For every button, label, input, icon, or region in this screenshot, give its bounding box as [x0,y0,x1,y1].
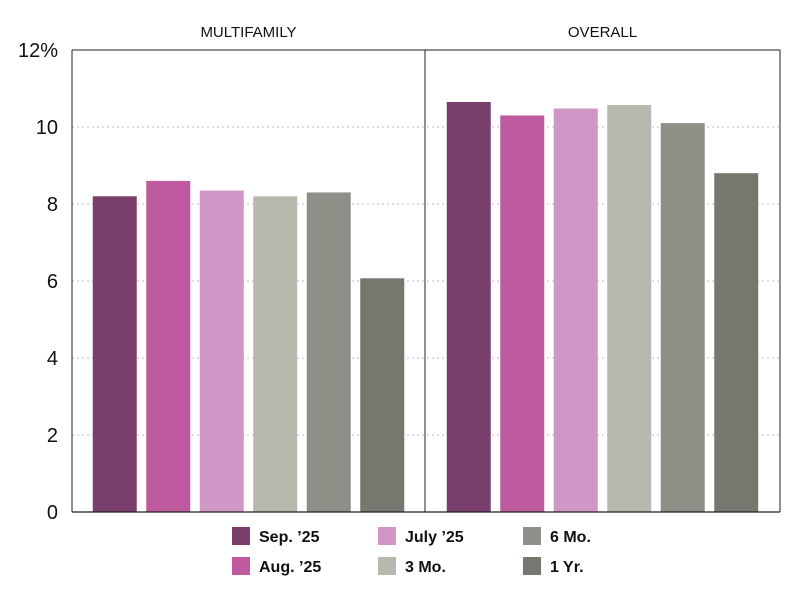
legend-swatch [378,557,396,575]
legend-swatch [523,527,541,545]
bar [553,108,598,513]
bar [446,101,491,512]
legend-swatch [523,557,541,575]
legend-label: Aug. ’25 [259,559,321,576]
legend-label: 3 Mo. [405,559,446,576]
legend-label: July ’25 [405,529,464,546]
bar [306,192,351,512]
legend-label: 1 Yr. [550,559,584,576]
bar [500,115,545,512]
y-tick-label: 10 [36,117,58,139]
bar [607,105,652,513]
bar [146,180,191,512]
y-tick-label: 2 [47,425,58,447]
bar [360,278,405,512]
bar [660,123,705,513]
y-tick-label: 4 [47,348,58,370]
panel-title: OVERALL [568,24,637,41]
bar [253,196,298,513]
legend-swatch [378,527,396,545]
legend-swatch [232,557,250,575]
y-tick-label: 6 [47,271,58,293]
panel-title: MULTIFAMILY [200,24,296,41]
y-tick-label: 12% [18,40,58,62]
y-tick-label: 8 [47,194,58,216]
legend-label: 6 Mo. [550,529,591,546]
bar [714,173,759,512]
legend-label: Sep. ’25 [259,529,320,546]
y-tick-label: 0 [47,502,58,524]
bar [199,190,244,512]
legend-swatch [232,527,250,545]
bar [92,196,137,513]
